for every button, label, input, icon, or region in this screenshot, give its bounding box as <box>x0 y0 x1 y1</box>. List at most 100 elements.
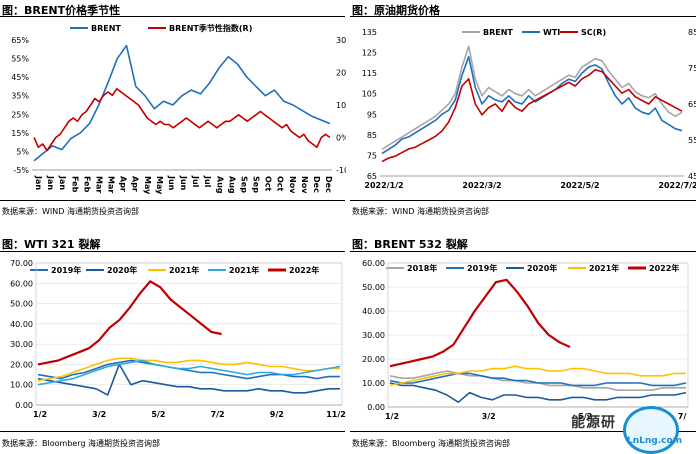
y2-tick-label: 750 <box>688 64 696 73</box>
x-tick-label: Jan <box>34 175 43 190</box>
legend-label: 2022年 <box>649 263 679 273</box>
x-tick-label: Dec <box>324 176 333 193</box>
series-line <box>389 365 686 387</box>
y-tick-label: 50.00 <box>10 300 33 309</box>
legend-label: BRENT <box>483 28 513 37</box>
x-tick-label: 7/ <box>678 412 687 421</box>
legend-label: 2021年 <box>229 265 259 275</box>
x-tick-label: Oct <box>276 176 285 192</box>
wti-321-crack-chart: 2019年 2020年 2021年 2021年 2022年 70.00 60.00 50.00… <box>10 259 346 419</box>
y-tick-label: -5% <box>13 166 29 175</box>
y-tick-label: 40.00 <box>10 320 33 329</box>
legend-label: 2022年 <box>289 265 319 275</box>
x-tick-label: 2022/7/2 <box>658 181 696 190</box>
y-tick-label: 85 <box>367 131 377 140</box>
x-tick-label: 1/2 <box>33 410 47 419</box>
series-line <box>381 45 683 150</box>
crude-futures-chart: BRENT WTI SC(R) 135 125 115 105 95 85 75 65 850 750 6… <box>362 28 696 190</box>
x-tick-label: Dec <box>312 176 321 193</box>
x-tick-label: 2022/5/2 <box>560 181 599 190</box>
y-tick-label: 20.00 <box>10 360 33 369</box>
title-underline <box>0 16 345 17</box>
series-line <box>37 363 340 396</box>
plot-frame <box>35 262 343 406</box>
y-tick-label: 55% <box>11 55 29 64</box>
y-tick-label: 95 <box>367 110 377 119</box>
y-tick-label: 45% <box>11 73 29 82</box>
legend-label: SC(R) <box>581 28 606 37</box>
y-tick-label: 35% <box>11 92 29 101</box>
x-tick-label: Nov <box>288 176 297 194</box>
y2-tick-label: 850 <box>688 28 696 37</box>
y-tick-label: 10.00 <box>10 381 33 390</box>
source-note: 数据来源：Bloomberg 海通期货投资咨询部 <box>352 439 511 448</box>
x-tick-label: Mar <box>94 176 103 193</box>
x-tick-label: 2022/1/2 <box>364 181 403 190</box>
y2-tick-label: 550 <box>688 136 696 145</box>
y-tick-label: 60.00 <box>10 279 33 288</box>
y2-tick-label: 20% <box>336 69 346 78</box>
series-line <box>37 357 340 382</box>
y-tick-label: 70.00 <box>10 259 33 268</box>
watermark-text: 能源研 <box>571 415 616 431</box>
x-tick-label: Jul <box>191 175 200 188</box>
x-tick-label: 9/2 <box>270 410 284 419</box>
series-line <box>381 55 683 155</box>
y-tick-label: 25% <box>11 110 29 119</box>
source-line <box>0 431 345 432</box>
x-tick-label: Sep <box>239 176 248 193</box>
y-tick-label: 125 <box>362 49 377 58</box>
x-tick-label: 3/2 <box>92 410 106 419</box>
brent-532-crack-chart: 2018年 2019年 2020年 2021年 2022年 60.00 50.00 40.00… <box>362 259 689 421</box>
y2-tick-label: -10% <box>336 166 346 175</box>
legend-label: 2020年 <box>527 263 557 273</box>
x-tick-label: 3/2 <box>482 412 496 421</box>
x-tick-label: Jan <box>46 175 55 190</box>
legend-label: 2018年 <box>407 263 437 273</box>
x-tick-label: 5/2 <box>151 410 165 419</box>
series-line <box>389 278 571 368</box>
source-note: 数据来源：WIND 海通期货投资咨询部 <box>352 207 489 216</box>
x-tick-label: Apr <box>131 176 140 192</box>
y-tick-label: 135 <box>362 28 377 37</box>
legend-label: 2019年 <box>467 263 497 273</box>
legend-label: 2021年 <box>169 265 199 275</box>
x-tick-label: Sep <box>252 176 261 193</box>
x-tick-label: Apr <box>119 176 128 192</box>
x-tick-label: 2022/3/2 <box>462 181 501 190</box>
watermark: 能源研 LnLng.com <box>553 406 695 454</box>
x-tick-label: Mar <box>107 176 116 193</box>
y-tick-label: 30.00 <box>10 340 33 349</box>
legend-label: WTI <box>543 28 560 37</box>
y-tick-label: 10.00 <box>362 379 385 388</box>
legend-label: BRENT <box>91 24 121 33</box>
brent-seasonality-chart: BRENT BRENT季节性指数(R) 65% 55% 45% 35% 25% 15% 5% -5… <box>11 23 346 195</box>
title-underline <box>350 251 696 252</box>
y-tick-label: 40.00 <box>362 307 385 316</box>
series-line <box>389 382 687 403</box>
x-tick-label: Jan <box>58 175 67 190</box>
y2-tick-label: 650 <box>688 100 696 109</box>
x-tick-label: Feb <box>82 176 91 193</box>
x-tick-label: Jul <box>203 175 212 188</box>
legend-label: 2019年 <box>51 265 81 275</box>
x-tick-label: Aug <box>227 176 236 194</box>
title-underline <box>350 16 696 17</box>
y-tick-label: 0.00 <box>15 401 33 410</box>
y-tick-label: 50.00 <box>362 283 385 292</box>
source-line <box>350 200 696 201</box>
series-line <box>389 372 687 387</box>
x-tick-label: 11/2 <box>326 410 346 419</box>
series-line <box>37 280 222 366</box>
y-tick-label: 105 <box>362 90 377 99</box>
series-line <box>381 68 683 163</box>
x-tick-label: 1/2 <box>385 412 399 421</box>
source-line <box>0 200 345 201</box>
logo-icon <box>623 406 679 454</box>
panel-title: 图：BRENT价格季节性 <box>2 4 121 17</box>
y-tick-label: 30.00 <box>362 331 385 340</box>
panel-title: 图：BRENT 532 裂解 <box>352 238 468 251</box>
source-note: 数据来源：WIND 海通期货投资咨询部 <box>2 207 139 216</box>
x-tick-label: Jun <box>179 175 188 191</box>
y-tick-label: 75 <box>367 151 377 160</box>
